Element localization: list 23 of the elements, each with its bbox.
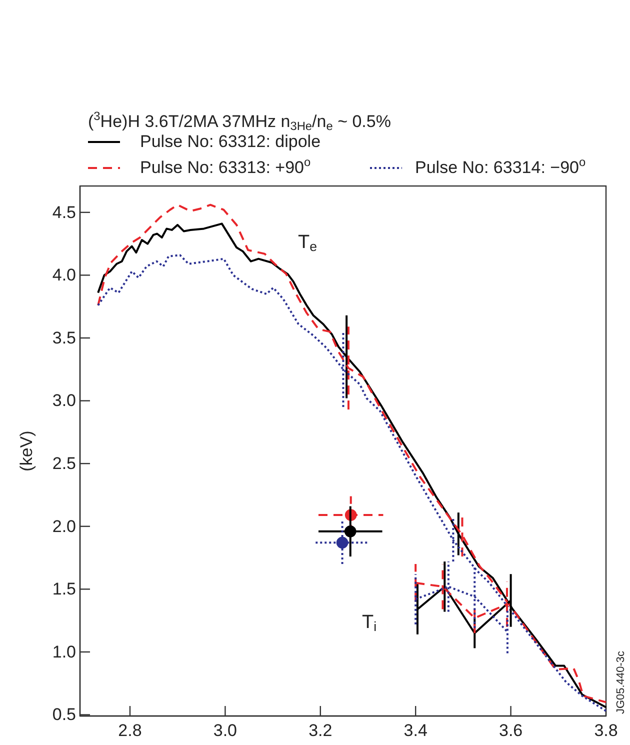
annotation: T$_{e}$ — [298, 232, 318, 254]
legend-label: Pulse No: 63313: +90$^{o}$ — [140, 155, 311, 177]
x-tick-label: 2.8 — [118, 721, 142, 740]
legend-label: Pulse No: 63314: −90$^{o}$ — [415, 155, 586, 177]
y-tick-label: 4.0 — [52, 266, 76, 285]
y-tick-label: 4.5 — [52, 202, 76, 222]
y-tick-label: 1.0 — [52, 642, 76, 662]
y-tick-label: 0.5 — [52, 705, 76, 724]
x-tick-label: 3.8 — [594, 721, 618, 740]
y-axis-title: (keV) — [17, 430, 36, 472]
x-tick-label: 3.4 — [404, 721, 428, 740]
annotation: T$_{i}$ — [362, 612, 377, 634]
x-tick-label: 3.2 — [308, 721, 332, 740]
chart-title: ($^{3}$He)H 3.6T/2MA 37MHz n$_{3He}$/n$_{e}$ ~ 0.5% — [88, 109, 391, 133]
y-tick-label: 2.5 — [52, 454, 76, 473]
y-tick-label: 3.0 — [52, 391, 76, 410]
text: JG05.440-3c — [615, 650, 627, 714]
y-tick-label: 1.5 — [52, 580, 76, 599]
y-tick-label: 3.5 — [52, 328, 76, 348]
legend-label: Pulse No: 63312: dipole — [140, 132, 321, 151]
x-tick-label: 3.0 — [213, 721, 238, 740]
y-tick-label: 2.0 — [52, 516, 76, 536]
x-tick-label: 3.6 — [498, 721, 523, 740]
